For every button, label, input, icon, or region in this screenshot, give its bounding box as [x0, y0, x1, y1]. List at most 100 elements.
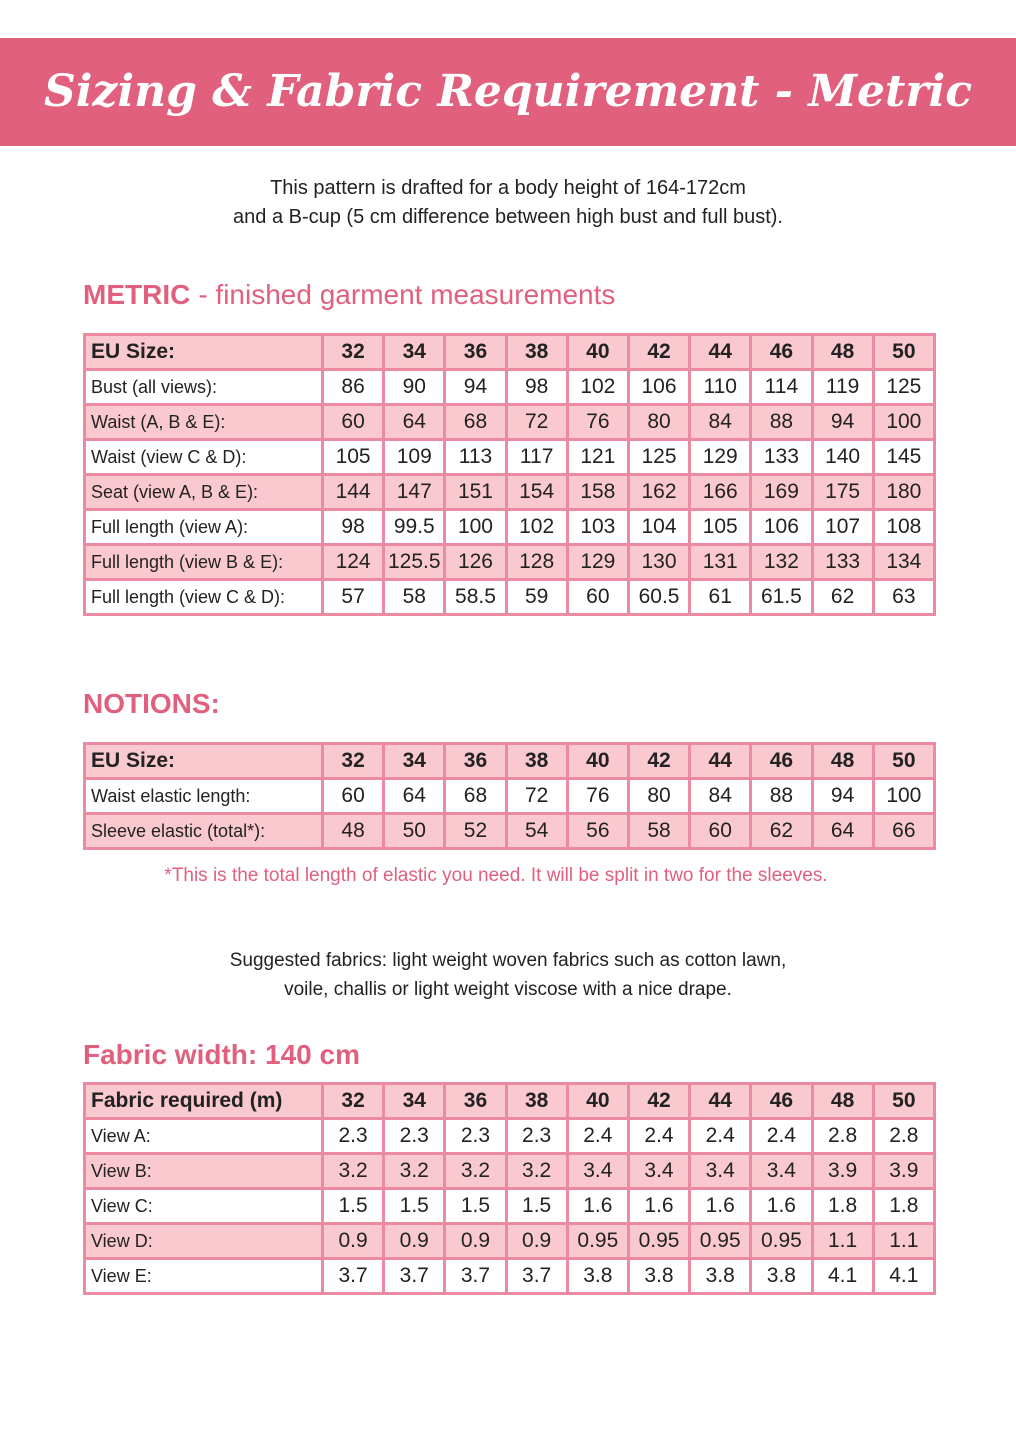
suggested-line: Suggested fabrics: light weight woven fa… — [229, 950, 787, 971]
cell: 2.4 — [626, 1117, 692, 1155]
cell: 4.1 — [871, 1257, 937, 1295]
cell: 0.9 — [504, 1222, 569, 1260]
cell: 175 — [810, 473, 875, 511]
suggested-line: voile, challis or light weight viscose w… — [284, 979, 732, 1000]
cell: 38 — [504, 1082, 569, 1120]
table-row: View A: 2.3 2.3 2.3 2.3 2.4 2.4 2.4 2.4 2.8 2.8 — [83, 1117, 937, 1155]
cell: 110 — [688, 368, 753, 406]
cell: 80 — [626, 777, 692, 815]
cell: 68 — [443, 403, 508, 441]
cell: 40 — [565, 333, 630, 371]
cell: 58 — [382, 578, 447, 616]
table-row: View D: 0.9 0.9 0.9 0.9 0.95 0.95 0.95 0.95 1.1 1.… — [83, 1222, 937, 1260]
cell: 60 — [688, 812, 753, 850]
table-row: View B: 3.2 3.2 3.2 3.2 3.4 3.4 3.4 3.4 3.9 3.9 — [83, 1152, 937, 1190]
cell: 134 — [871, 543, 937, 581]
cell: 94 — [810, 777, 875, 815]
cell: 2.4 — [749, 1117, 814, 1155]
cell: 32 — [320, 742, 386, 780]
cell: 0.95 — [565, 1222, 630, 1260]
cell: 60 — [320, 403, 386, 441]
cell: 113 — [443, 438, 508, 476]
cell: 104 — [626, 508, 692, 546]
cell: 48 — [810, 742, 875, 780]
cell: 106 — [749, 508, 814, 546]
table-row: Waist elastic length: 60 64 68 72 76 80 84 88 94 1… — [83, 777, 937, 815]
cell: 84 — [688, 777, 753, 815]
cell: 61 — [688, 578, 753, 616]
row-label: Seat (view A, B & E): — [83, 473, 324, 511]
cell: 36 — [443, 333, 508, 371]
cell: 80 — [626, 403, 692, 441]
cell: 3.8 — [688, 1257, 753, 1295]
cell: 126 — [443, 543, 508, 581]
cell: 2.3 — [382, 1117, 447, 1155]
cell: 121 — [565, 438, 630, 476]
cell: 86 — [320, 368, 386, 406]
cell: 129 — [565, 543, 630, 581]
cell: 50 — [871, 742, 937, 780]
cell: 133 — [749, 438, 814, 476]
cell: 68 — [443, 777, 508, 815]
cell: 151 — [443, 473, 508, 511]
cell: 2.8 — [871, 1117, 937, 1155]
metric-heading: METRIC - finished garment measurements — [83, 279, 615, 311]
cell: 0.9 — [443, 1222, 508, 1260]
cell: 48 — [810, 1082, 875, 1120]
cell: 54 — [504, 812, 569, 850]
cell: 38 — [504, 333, 569, 371]
notions-table: EU Size: 32 34 36 38 40 42 44 46 48 50 Waist elasti… — [83, 742, 937, 850]
cell: 3.8 — [626, 1257, 692, 1295]
cell: 114 — [749, 368, 814, 406]
cell: 3.7 — [443, 1257, 508, 1295]
cell: 63 — [871, 578, 937, 616]
cell: 1.1 — [810, 1222, 875, 1260]
cell: 125 — [871, 368, 937, 406]
cell: 3.2 — [504, 1152, 569, 1190]
cell: 0.95 — [688, 1222, 753, 1260]
cell: 56 — [565, 812, 630, 850]
cell: 140 — [810, 438, 875, 476]
cell: 109 — [382, 438, 447, 476]
cell: 3.7 — [320, 1257, 386, 1295]
cell: 102 — [504, 508, 569, 546]
cell: 1.5 — [382, 1187, 447, 1225]
cell: 36 — [443, 1082, 508, 1120]
table-row: Full length (view B & E): 124 125.5 126 128 1… — [83, 543, 937, 581]
cell: 180 — [871, 473, 937, 511]
cell: 166 — [688, 473, 753, 511]
row-label: View D: — [83, 1222, 324, 1260]
title: Sizing & Fabric Requirement - Metric — [43, 66, 973, 117]
cell: 42 — [626, 333, 692, 371]
cell: 2.4 — [565, 1117, 630, 1155]
cell: 102 — [565, 368, 630, 406]
cell: 103 — [565, 508, 630, 546]
cell: 84 — [688, 403, 753, 441]
cell: 3.9 — [871, 1152, 937, 1190]
table-row: EU Size: 32 34 36 38 40 42 44 46 48 50 — [83, 333, 937, 371]
cell: 119 — [810, 368, 875, 406]
cell: 2.3 — [320, 1117, 386, 1155]
row-label: View C: — [83, 1187, 324, 1225]
cell: 100 — [443, 508, 508, 546]
table-body: EU Size: 32 34 36 38 40 42 44 46 48 50 Bust (all vi… — [83, 333, 937, 616]
cell: 3.8 — [749, 1257, 814, 1295]
cell: 44 — [688, 1082, 753, 1120]
row-label: Waist (view C & D): — [83, 438, 324, 476]
cell: 90 — [382, 368, 447, 406]
cell: 3.9 — [810, 1152, 875, 1190]
cell: 1.8 — [810, 1187, 875, 1225]
cell: 105 — [688, 508, 753, 546]
cell: 50 — [382, 812, 447, 850]
cell: 99.5 — [382, 508, 447, 546]
cell: 124 — [320, 543, 386, 581]
cell: 4.1 — [810, 1257, 875, 1295]
heading-rest: - finished garment measurements — [198, 279, 616, 310]
cell: 58 — [626, 812, 692, 850]
cell: 34 — [382, 1082, 447, 1120]
suggested: Suggested fabrics: light weight woven fa… — [0, 946, 1016, 1004]
cell: 1.5 — [504, 1187, 569, 1225]
cell: 59 — [504, 578, 569, 616]
banner: Sizing & Fabric Requirement - Metric — [0, 38, 1016, 146]
cell: 46 — [749, 1082, 814, 1120]
